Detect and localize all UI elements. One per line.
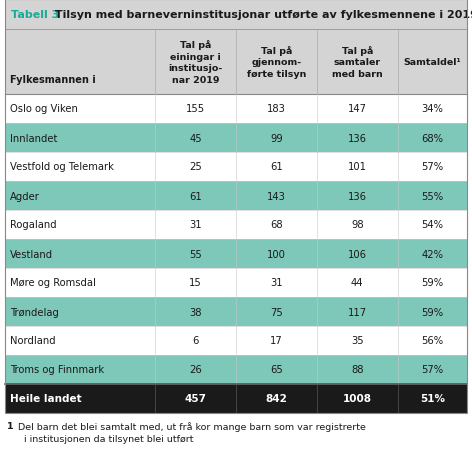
Text: 35: 35 <box>351 336 363 346</box>
Text: 98: 98 <box>351 220 363 230</box>
Text: Vestland: Vestland <box>10 249 53 259</box>
Text: 57%: 57% <box>421 162 443 172</box>
Text: 1: 1 <box>7 421 14 430</box>
Text: Tabell 3: Tabell 3 <box>11 10 59 20</box>
Text: 155: 155 <box>186 104 205 114</box>
Text: 106: 106 <box>348 249 367 259</box>
Text: 15: 15 <box>189 278 202 288</box>
Text: 31: 31 <box>270 278 283 288</box>
Bar <box>5 124 467 153</box>
Text: 88: 88 <box>351 365 363 375</box>
Text: 44: 44 <box>351 278 363 288</box>
Bar <box>5 239 467 268</box>
Text: 59%: 59% <box>421 307 443 317</box>
Text: 136: 136 <box>348 191 367 201</box>
Text: Heile landet: Heile landet <box>10 394 82 404</box>
Bar <box>5 30 467 95</box>
Text: Rogaland: Rogaland <box>10 220 57 230</box>
Text: 1008: 1008 <box>343 394 372 404</box>
Bar <box>5 384 467 413</box>
Text: 61: 61 <box>270 162 283 172</box>
Text: 17: 17 <box>270 336 283 346</box>
Text: Tal på
gjennom-
førte tilsyn: Tal på gjennom- førte tilsyn <box>247 46 306 79</box>
Text: 842: 842 <box>265 394 287 404</box>
Text: Samtaldel¹: Samtaldel¹ <box>404 58 461 67</box>
Text: 65: 65 <box>270 365 283 375</box>
Text: Tal på
einingar i
institusjo-
nar 2019: Tal på einingar i institusjo- nar 2019 <box>169 40 223 84</box>
Text: 55%: 55% <box>421 191 443 201</box>
Bar <box>5 327 467 355</box>
Text: 136: 136 <box>348 133 367 143</box>
Text: Møre og Romsdal: Møre og Romsdal <box>10 278 96 288</box>
Text: Tilsyn med barneverninstitusjonar utførte av fylkesmennene i 2019: Tilsyn med barneverninstitusjonar utført… <box>51 10 472 20</box>
Text: 101: 101 <box>348 162 367 172</box>
Text: 45: 45 <box>189 133 202 143</box>
Text: 68%: 68% <box>421 133 443 143</box>
Text: 31: 31 <box>189 220 202 230</box>
Text: Agder: Agder <box>10 191 40 201</box>
Text: 147: 147 <box>348 104 367 114</box>
Bar <box>5 0 467 30</box>
Bar <box>5 153 467 182</box>
Text: 117: 117 <box>348 307 367 317</box>
Text: 6: 6 <box>193 336 199 346</box>
Text: 25: 25 <box>189 162 202 172</box>
Text: 38: 38 <box>189 307 202 317</box>
Text: 57%: 57% <box>421 365 443 375</box>
Text: 34%: 34% <box>421 104 443 114</box>
Bar <box>5 355 467 384</box>
Bar <box>5 95 467 124</box>
Text: Fylkesmannen i: Fylkesmannen i <box>10 75 96 85</box>
Text: 26: 26 <box>189 365 202 375</box>
Text: 457: 457 <box>185 394 207 404</box>
Text: Oslo og Viken: Oslo og Viken <box>10 104 78 114</box>
Text: 75: 75 <box>270 307 283 317</box>
Text: Trøndelag: Trøndelag <box>10 307 59 317</box>
Text: Nordland: Nordland <box>10 336 56 346</box>
Text: 42%: 42% <box>421 249 443 259</box>
Bar <box>5 268 467 298</box>
Text: 55: 55 <box>189 249 202 259</box>
Text: 56%: 56% <box>421 336 443 346</box>
Bar <box>5 0 467 413</box>
Text: 99: 99 <box>270 133 283 143</box>
Text: Troms og Finnmark: Troms og Finnmark <box>10 365 104 375</box>
Text: Vestfold og Telemark: Vestfold og Telemark <box>10 162 114 172</box>
Text: Innlandet: Innlandet <box>10 133 58 143</box>
Text: 54%: 54% <box>421 220 443 230</box>
Text: 100: 100 <box>267 249 286 259</box>
Text: 183: 183 <box>267 104 286 114</box>
Bar <box>5 210 467 239</box>
Text: 59%: 59% <box>421 278 443 288</box>
Text: 51%: 51% <box>420 394 445 404</box>
Text: 61: 61 <box>189 191 202 201</box>
Bar <box>5 298 467 327</box>
Text: 68: 68 <box>270 220 283 230</box>
Bar <box>5 182 467 210</box>
Text: Del barn det blei samtalt med, ut frå kor mange barn som var registrerte
   i in: Del barn det blei samtalt med, ut frå ko… <box>15 421 366 443</box>
Text: 143: 143 <box>267 191 286 201</box>
Text: Tal på
samtaler
med barn: Tal på samtaler med barn <box>332 46 383 79</box>
